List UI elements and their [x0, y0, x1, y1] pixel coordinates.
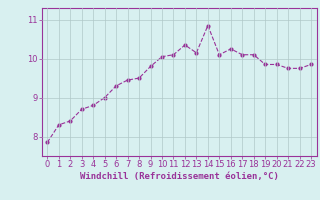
X-axis label: Windchill (Refroidissement éolien,°C): Windchill (Refroidissement éolien,°C)	[80, 172, 279, 181]
